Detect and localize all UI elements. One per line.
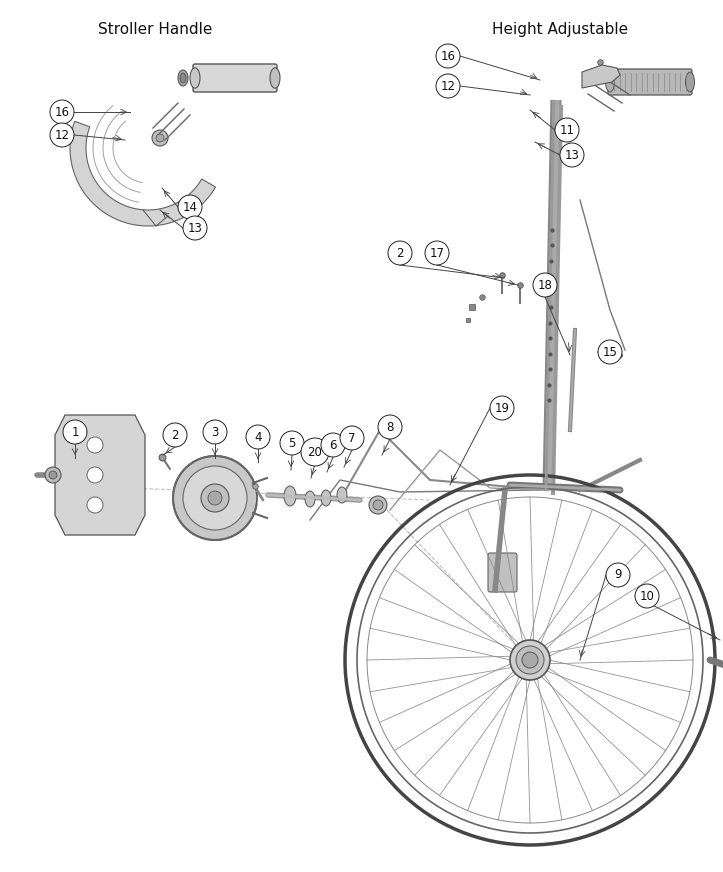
Circle shape bbox=[533, 273, 557, 297]
Circle shape bbox=[510, 640, 550, 680]
Circle shape bbox=[321, 433, 345, 457]
Text: 12: 12 bbox=[54, 128, 69, 141]
Circle shape bbox=[301, 438, 329, 466]
Circle shape bbox=[201, 484, 229, 512]
Text: 10: 10 bbox=[640, 589, 654, 603]
FancyBboxPatch shape bbox=[488, 553, 517, 592]
Circle shape bbox=[340, 426, 364, 450]
Ellipse shape bbox=[305, 491, 315, 507]
Circle shape bbox=[490, 396, 514, 420]
Circle shape bbox=[280, 431, 304, 455]
Circle shape bbox=[436, 74, 460, 98]
Text: 9: 9 bbox=[615, 569, 622, 582]
Text: 11: 11 bbox=[560, 124, 575, 137]
Circle shape bbox=[388, 241, 412, 265]
Ellipse shape bbox=[178, 70, 188, 86]
Text: 8: 8 bbox=[386, 420, 394, 433]
Circle shape bbox=[373, 500, 383, 510]
Text: 2: 2 bbox=[396, 247, 403, 260]
Circle shape bbox=[183, 216, 207, 240]
Text: 16: 16 bbox=[440, 50, 455, 63]
Circle shape bbox=[246, 425, 270, 449]
Circle shape bbox=[45, 467, 61, 483]
Circle shape bbox=[203, 420, 227, 444]
FancyBboxPatch shape bbox=[193, 64, 277, 92]
Text: Height Adjustable: Height Adjustable bbox=[492, 22, 628, 37]
Text: 13: 13 bbox=[187, 221, 202, 235]
Text: 14: 14 bbox=[182, 201, 197, 214]
Circle shape bbox=[598, 340, 622, 364]
Polygon shape bbox=[70, 121, 215, 226]
Circle shape bbox=[178, 195, 202, 219]
Ellipse shape bbox=[605, 72, 615, 92]
Circle shape bbox=[87, 497, 103, 513]
Circle shape bbox=[163, 423, 187, 447]
Ellipse shape bbox=[685, 72, 695, 92]
Circle shape bbox=[156, 134, 164, 142]
Circle shape bbox=[436, 44, 460, 68]
Ellipse shape bbox=[190, 68, 200, 88]
Text: 19: 19 bbox=[495, 401, 510, 414]
Text: 3: 3 bbox=[211, 426, 218, 439]
Text: 1: 1 bbox=[72, 426, 79, 439]
Circle shape bbox=[87, 437, 103, 453]
Circle shape bbox=[173, 456, 257, 540]
Circle shape bbox=[560, 143, 584, 167]
Circle shape bbox=[606, 563, 630, 587]
Text: 20: 20 bbox=[307, 446, 322, 459]
Ellipse shape bbox=[284, 486, 296, 506]
Text: Stroller Handle: Stroller Handle bbox=[98, 22, 212, 37]
Text: 2: 2 bbox=[171, 428, 179, 441]
Circle shape bbox=[522, 652, 538, 668]
Text: 5: 5 bbox=[288, 437, 296, 449]
Ellipse shape bbox=[270, 68, 280, 88]
Polygon shape bbox=[55, 415, 145, 535]
Text: 16: 16 bbox=[54, 106, 69, 119]
Text: 12: 12 bbox=[440, 79, 455, 92]
Ellipse shape bbox=[321, 490, 331, 506]
Circle shape bbox=[152, 130, 168, 146]
Circle shape bbox=[369, 496, 387, 514]
FancyBboxPatch shape bbox=[608, 69, 692, 95]
Circle shape bbox=[516, 646, 544, 674]
Text: 15: 15 bbox=[602, 345, 617, 358]
Text: 7: 7 bbox=[348, 432, 356, 445]
Text: 17: 17 bbox=[429, 247, 445, 260]
Circle shape bbox=[63, 420, 87, 444]
Ellipse shape bbox=[337, 487, 347, 503]
Circle shape bbox=[425, 241, 449, 265]
Polygon shape bbox=[582, 65, 620, 88]
Circle shape bbox=[50, 123, 74, 147]
Ellipse shape bbox=[180, 73, 186, 83]
Circle shape bbox=[208, 491, 222, 505]
Text: 18: 18 bbox=[538, 278, 552, 291]
Text: 13: 13 bbox=[565, 148, 579, 161]
Circle shape bbox=[183, 466, 247, 530]
Circle shape bbox=[49, 471, 57, 479]
Circle shape bbox=[378, 415, 402, 439]
Circle shape bbox=[635, 584, 659, 608]
Text: 4: 4 bbox=[254, 431, 262, 444]
Circle shape bbox=[87, 467, 103, 483]
Circle shape bbox=[50, 100, 74, 124]
Circle shape bbox=[555, 118, 579, 142]
Text: 6: 6 bbox=[329, 439, 337, 452]
